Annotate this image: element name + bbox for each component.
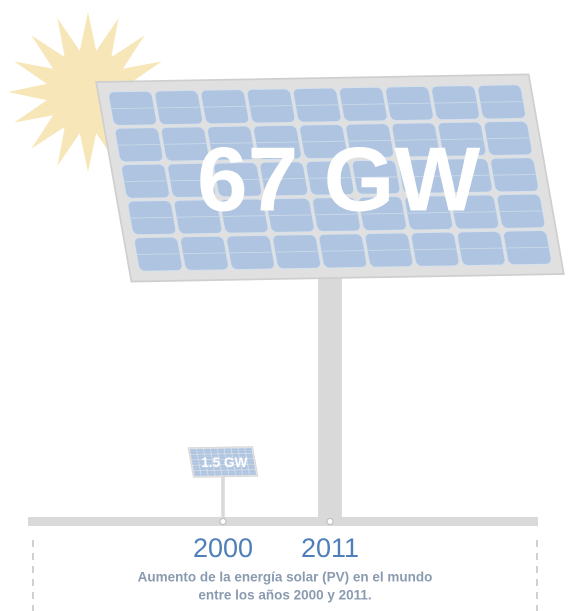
- year-dot: [326, 518, 334, 525]
- year-label: 2011: [301, 533, 359, 563]
- cell-line: [250, 105, 292, 107]
- cell-line: [414, 248, 456, 251]
- cell-line: [447, 174, 490, 177]
- cell-line: [355, 176, 397, 178]
- cell-line: [487, 137, 529, 140]
- pole: [221, 474, 225, 519]
- cell-line: [131, 216, 173, 219]
- cell-line: [342, 103, 385, 106]
- cell-line: [441, 138, 483, 140]
- cell-line: [315, 213, 358, 216]
- cell-line: [229, 251, 272, 254]
- cell-line: [453, 211, 496, 213]
- cell-line: [137, 253, 180, 255]
- cell-line: [177, 216, 219, 218]
- cell-line: [164, 143, 207, 145]
- cell-line: [111, 107, 154, 110]
- solar-panel: [95, 73, 565, 283]
- cell-line: [368, 249, 410, 251]
- cell-line: [296, 104, 338, 106]
- cell-line: [183, 252, 226, 255]
- pole: [318, 275, 342, 519]
- cell-line: [322, 250, 364, 252]
- cell-line: [269, 214, 312, 217]
- cell-line: [263, 178, 305, 180]
- cell-line: [500, 210, 542, 213]
- caption: Aumento de la energía solar (PV) en el m…: [138, 570, 433, 585]
- cell-line: [388, 102, 431, 105]
- cell-line: [124, 180, 167, 183]
- year-label: 2000: [193, 533, 253, 563]
- cell-line: [216, 178, 259, 181]
- cell-line: [204, 105, 246, 108]
- year-dot: [219, 518, 227, 525]
- cell-line: [348, 139, 391, 142]
- cell-line: [434, 101, 477, 104]
- cell-line: [401, 175, 444, 178]
- cell-line: [395, 139, 437, 141]
- value-label: 67 GW: [197, 130, 480, 231]
- ground-line: [28, 517, 538, 526]
- cell-line: [256, 141, 299, 144]
- cell-line: [480, 101, 523, 103]
- caption: entre los años 2000 y 2011.: [198, 588, 371, 603]
- cell-line: [223, 215, 265, 217]
- solar-panel: [187, 446, 259, 478]
- panels: [95, 73, 565, 519]
- cell-line: [493, 173, 536, 176]
- cell-line: [275, 250, 318, 253]
- cell-line: [506, 246, 549, 249]
- cell-line: [361, 212, 404, 215]
- cell-line: [170, 179, 213, 182]
- value-label: 1.5 GW: [201, 455, 247, 470]
- cell-line: [210, 142, 253, 144]
- cell-line: [407, 212, 450, 214]
- cell-line: [157, 106, 200, 109]
- labels: 1.5 GW 2000 67 GW 2011: [193, 130, 480, 563]
- cell-line: [302, 140, 345, 143]
- cell-line: [309, 177, 351, 179]
- cell-line: [460, 247, 503, 250]
- cell-line: [118, 143, 160, 146]
